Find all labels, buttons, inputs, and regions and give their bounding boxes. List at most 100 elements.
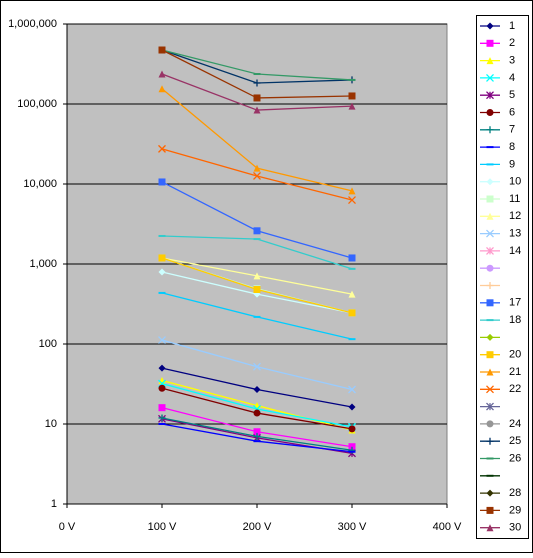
marker (486, 246, 494, 255)
legend-label: 21 (509, 366, 521, 378)
marker (486, 506, 494, 514)
legend-label: 12 (509, 210, 521, 222)
marker (348, 196, 356, 205)
marker (253, 362, 261, 371)
legend-label: 5 (509, 89, 515, 101)
marker (158, 404, 166, 412)
marker (486, 299, 494, 307)
marker (486, 420, 494, 428)
legend-label: 28 (509, 487, 521, 499)
marker (486, 385, 494, 394)
marker (158, 46, 166, 54)
marker (348, 403, 356, 411)
marker (348, 290, 356, 298)
marker (486, 91, 494, 100)
marker (253, 164, 261, 172)
x-tick-label: 200 V (243, 521, 272, 533)
marker (486, 39, 494, 47)
legend-label: 26 (509, 452, 521, 464)
legend-label: 4 (509, 72, 515, 84)
legend-label: 13 (509, 228, 521, 240)
legend-label: 10 (509, 176, 521, 188)
marker (486, 126, 494, 134)
marker (486, 178, 494, 186)
marker (348, 385, 356, 394)
y-tick-label: 1,000 (29, 258, 57, 270)
marker (158, 144, 166, 153)
marker (253, 94, 261, 102)
legend-label: 18 (509, 314, 521, 326)
marker (158, 384, 166, 392)
marker (486, 195, 494, 203)
marker (158, 178, 166, 186)
marker (158, 268, 166, 276)
legend-box (476, 15, 529, 539)
y-tick-label: 1,000,000 (8, 18, 57, 30)
marker (158, 414, 166, 422)
marker (348, 102, 356, 110)
x-tick-label: 300 V (338, 521, 367, 533)
legend-label: 24 (509, 418, 521, 430)
legend-label: 1 (509, 20, 515, 32)
marker (486, 109, 494, 116)
y-tick-label: 10,000 (23, 178, 57, 190)
marker (158, 254, 166, 262)
marker (486, 264, 494, 272)
marker (486, 437, 494, 445)
legend-label: 3 (509, 55, 515, 67)
marker (253, 272, 261, 280)
marker (348, 254, 356, 262)
marker (486, 402, 494, 411)
marker (486, 351, 494, 359)
marker (486, 212, 494, 220)
marker (253, 106, 261, 114)
marker (486, 73, 494, 82)
marker (158, 85, 166, 93)
legend-label: 2 (509, 37, 515, 49)
marker (253, 286, 261, 294)
legend-label: 7 (509, 124, 515, 136)
marker (253, 428, 261, 436)
marker (486, 368, 494, 376)
legend-label: 29 (509, 504, 521, 516)
marker (158, 336, 166, 345)
marker (348, 425, 356, 433)
x-tick-label: 0 V (59, 521, 76, 533)
marker (486, 282, 494, 289)
marker (348, 309, 356, 317)
marker (486, 524, 494, 532)
marker (253, 409, 261, 417)
x-tick-label: 100 V (148, 521, 177, 533)
y-tick-label: 100,000 (17, 98, 57, 110)
legend-label: 30 (509, 522, 521, 534)
legend-label: 14 (509, 245, 521, 257)
x-tick-label: 400 V (433, 521, 462, 533)
legend-label: 9 (509, 158, 515, 170)
marker (348, 187, 356, 195)
marker (486, 333, 494, 341)
legend-label: 20 (509, 349, 521, 361)
marker (348, 92, 356, 100)
legend-label: 17 (509, 297, 521, 309)
marker (486, 22, 494, 30)
marker (486, 229, 494, 238)
legend-label: 11 (509, 193, 520, 205)
marker (253, 432, 261, 440)
legend-label: 25 (509, 435, 521, 447)
legend-label: 22 (509, 383, 521, 395)
legend-label: 8 (509, 141, 515, 153)
marker (348, 443, 356, 451)
legend-label: 6 (509, 106, 515, 118)
marker (253, 385, 261, 393)
y-tick-label: 100 (39, 338, 57, 350)
marker (158, 70, 166, 78)
marker (253, 172, 261, 180)
marker (158, 364, 166, 372)
marker (253, 227, 261, 235)
marker (486, 489, 494, 497)
marker (486, 57, 494, 65)
y-tick-label: 1 (51, 498, 57, 510)
y-tick-label: 10 (45, 418, 57, 430)
marker (253, 79, 261, 87)
